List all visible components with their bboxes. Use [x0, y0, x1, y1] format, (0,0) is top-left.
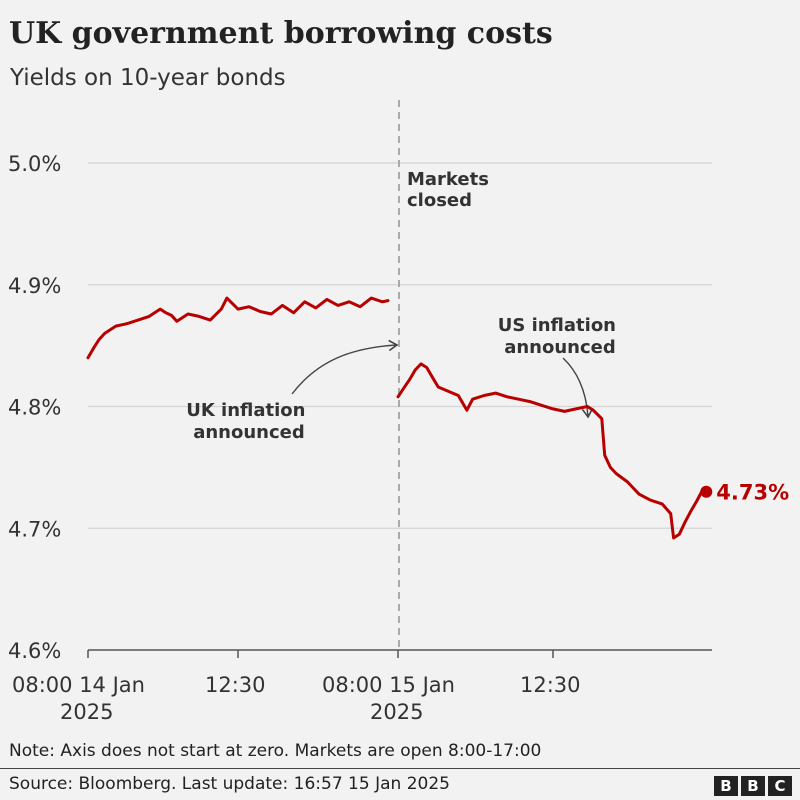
uk-inflation-arrow: [291, 339, 399, 395]
bbc-logo-letter: C: [768, 776, 792, 796]
y-tick-label: 4.7%: [8, 517, 61, 541]
us-inflation-arrow: [562, 357, 594, 419]
chart-source: Source: Bloomberg. Last update: 16:57 15…: [9, 774, 450, 794]
markets-closed-label: Markets closed: [407, 169, 495, 211]
bbc-logo-letter: B: [714, 776, 738, 796]
x-tick-label: 08:00 15 Jan: [322, 673, 455, 697]
uk-inflation-label: UK inflation announced: [186, 400, 312, 443]
bbc-logo: B B C: [714, 776, 792, 796]
chart-title: UK government borrowing costs: [9, 16, 553, 51]
chart-subtitle: Yields on 10-year bonds: [10, 65, 286, 91]
x-tick-label: 08:00 14 Jan: [12, 673, 145, 697]
end-value-label: 4.73%: [716, 481, 789, 505]
x-tick-label: 12:30: [520, 673, 581, 697]
end-point-marker: [700, 485, 713, 498]
yield-line-segment: [86, 296, 390, 360]
x-tick-label-year: 2025: [60, 700, 113, 724]
bbc-logo-letter: B: [741, 776, 765, 796]
footer-divider: [0, 768, 800, 769]
x-tick-label-year: 2025: [370, 700, 423, 724]
yield-line-segment: [396, 362, 708, 540]
y-tick-label: 4.8%: [8, 396, 61, 420]
line-chart: 5.0% 4.9% 4.8% 4.7% 4.6% 08:00 14 Jan 2025 12:3…: [8, 100, 789, 724]
chart-note: Note: Axis does not start at zero. Marke…: [9, 741, 542, 761]
us-inflation-label: US inflation announced: [498, 315, 623, 358]
y-tick-label: 4.9%: [8, 274, 61, 298]
y-tick-label: 4.6%: [8, 639, 61, 663]
y-tick-label: 5.0%: [8, 152, 61, 176]
x-tick-label: 12:30: [205, 673, 266, 697]
